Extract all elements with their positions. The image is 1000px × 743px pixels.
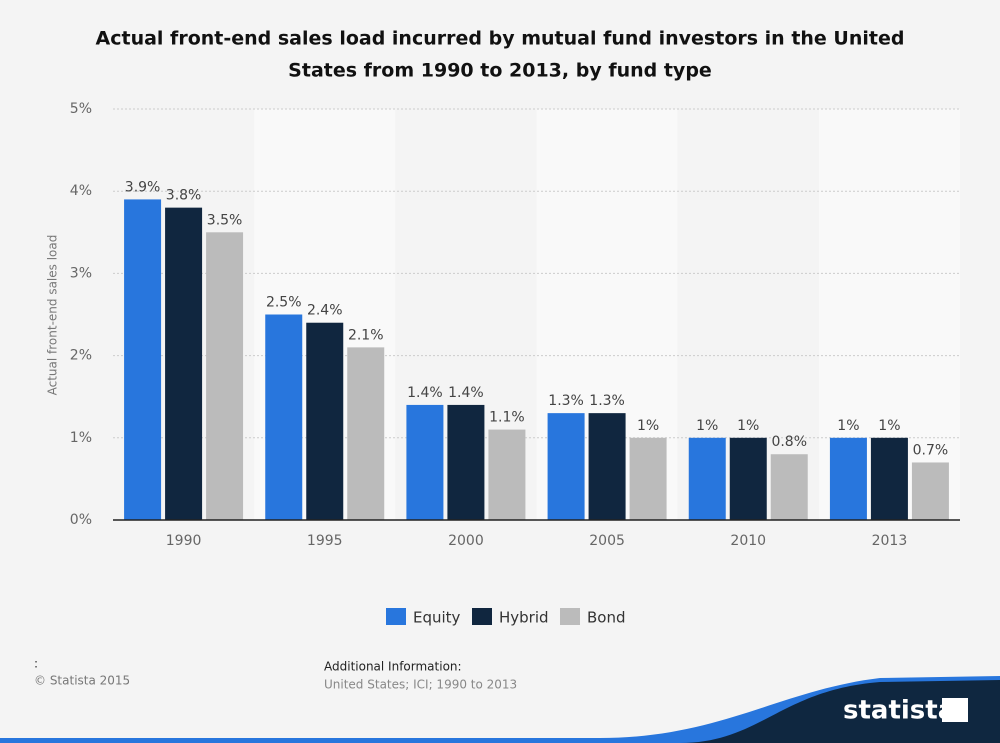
chart-title: States from 1990 to 2013, by fund type xyxy=(288,60,712,82)
value-label: 1.4% xyxy=(448,385,484,401)
bar xyxy=(488,429,526,520)
info-title: Additional Information: xyxy=(324,660,462,674)
y-tick-label: 4% xyxy=(70,183,92,199)
y-tick-label: 1% xyxy=(70,430,92,446)
value-label: 2.1% xyxy=(348,327,384,343)
value-label: 1.3% xyxy=(589,393,625,409)
bar xyxy=(729,437,767,520)
bar xyxy=(588,413,626,520)
bar xyxy=(770,454,808,520)
bar xyxy=(406,404,444,520)
x-tick-label: 2013 xyxy=(872,533,908,549)
y-tick-label: 0% xyxy=(70,512,92,528)
y-tick-label: 5% xyxy=(70,101,92,117)
value-label: 1.4% xyxy=(407,385,443,401)
legend-swatch xyxy=(472,608,492,625)
logo-icon xyxy=(942,698,968,722)
bar xyxy=(870,437,908,520)
value-label: 3.9% xyxy=(125,179,161,195)
x-tick-label: 1990 xyxy=(166,533,202,549)
copyright: © Statista 2015 xyxy=(34,674,130,688)
value-label: 1.1% xyxy=(489,410,525,426)
bar xyxy=(688,437,726,520)
x-tick-label: 2000 xyxy=(448,533,484,549)
legend-swatch xyxy=(386,608,406,625)
footer-wave xyxy=(680,680,1000,743)
value-label: 2.4% xyxy=(307,303,343,319)
y-tick-label: 2% xyxy=(70,348,92,364)
bar xyxy=(447,404,485,520)
y-axis-label: Actual front-end sales load xyxy=(46,235,60,396)
value-label: 1% xyxy=(637,418,659,434)
value-label: 1% xyxy=(878,418,900,434)
value-label: 2.5% xyxy=(266,295,302,311)
bar xyxy=(206,232,244,521)
legend-label: Bond xyxy=(587,609,626,627)
bar xyxy=(124,199,162,521)
x-tick-label: 2005 xyxy=(589,533,625,549)
value-label: 1% xyxy=(737,418,759,434)
bar xyxy=(629,437,667,520)
logo: statista xyxy=(843,696,955,726)
x-tick-label: 1995 xyxy=(307,533,343,549)
legend-swatch xyxy=(560,608,580,625)
value-label: 1% xyxy=(696,418,718,434)
footer-text: : xyxy=(34,657,38,671)
value-label: 1% xyxy=(837,418,859,434)
legend-label: Hybrid xyxy=(499,609,549,627)
legend-label: Equity xyxy=(413,609,461,627)
bar xyxy=(547,413,585,520)
value-label: 3.5% xyxy=(207,212,243,228)
x-tick-label: 2010 xyxy=(730,533,766,549)
y-tick-label: 3% xyxy=(70,265,92,281)
value-label: 1.3% xyxy=(548,393,584,409)
value-label: 0.7% xyxy=(913,442,949,458)
bar xyxy=(347,347,385,520)
bar xyxy=(165,207,203,520)
bar xyxy=(911,462,949,520)
info-text: United States; ICI; 1990 to 2013 xyxy=(324,678,517,692)
value-label: 3.8% xyxy=(166,188,202,204)
bar xyxy=(829,437,867,520)
bar xyxy=(265,314,303,520)
bar xyxy=(306,322,344,520)
footer-wave xyxy=(0,676,1000,743)
chart-title: Actual front-end sales load incurred by … xyxy=(96,28,905,50)
value-label: 0.8% xyxy=(771,434,807,450)
